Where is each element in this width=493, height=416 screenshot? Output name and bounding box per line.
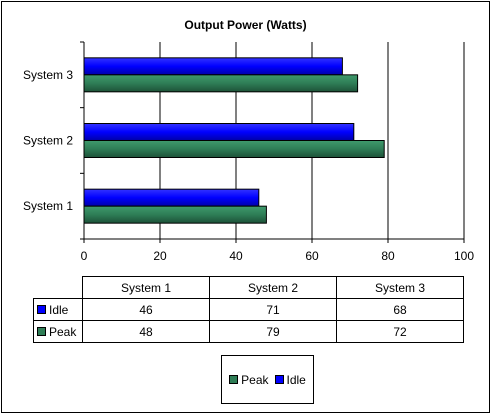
- table-header-row: System 1 System 2 System 3: [33, 276, 464, 299]
- bar-chart-plot: 0 20 40 60 80 100 System 1 System 2 System 3: [23, 41, 474, 263]
- table-cell: 46: [82, 298, 210, 321]
- table-header-cell: System 1: [82, 276, 210, 299]
- peak-swatch-icon: [37, 326, 46, 336]
- y-tick-label: System 2: [23, 134, 73, 148]
- bar-idle: [83, 188, 260, 207]
- x-tick-label: 40: [229, 249, 243, 263]
- table-row: Peak 48 79 72: [33, 320, 464, 343]
- x-tick-label: 20: [153, 249, 167, 263]
- table-cell: 71: [209, 298, 337, 321]
- table-cell: 72: [336, 320, 464, 343]
- data-table: System 1 System 2 System 3 Idle 46 71 68…: [33, 276, 464, 343]
- idle-swatch-icon: [274, 374, 284, 384]
- x-tick-label: 100: [454, 249, 474, 263]
- bar-idle: [83, 123, 355, 141]
- table-row-header: Peak: [33, 320, 83, 343]
- table-header-cell: System 3: [336, 276, 464, 299]
- chart-title: Output Power (Watts): [184, 18, 307, 32]
- series-name: Idle: [49, 302, 69, 317]
- legend-entry-idle: Idle: [274, 372, 306, 387]
- y-tick-label: System 3: [23, 68, 73, 82]
- table-row: Idle 46 71 68: [33, 298, 464, 321]
- chart-legend: Peak Idle: [221, 355, 314, 404]
- bar-peak: [83, 205, 267, 224]
- table-cell: 48: [82, 320, 210, 343]
- y-tick-label: System 1: [23, 199, 73, 213]
- legend-label: Peak: [241, 372, 269, 387]
- table-corner-cell: [33, 276, 83, 299]
- table-cell: 79: [209, 320, 337, 343]
- peak-swatch-icon: [229, 374, 239, 384]
- table-cell: 68: [336, 298, 464, 321]
- x-tick-label: 60: [305, 249, 319, 263]
- table-header-cell: System 2: [209, 276, 337, 299]
- idle-swatch-icon: [37, 304, 46, 314]
- x-tick-label: 0: [81, 249, 88, 263]
- x-tick-label: 80: [381, 249, 395, 263]
- table-row-header: Idle: [33, 298, 83, 321]
- series-name: Peak: [49, 324, 77, 339]
- legend-label: Idle: [286, 372, 306, 387]
- legend-entry-peak: Peak: [229, 372, 269, 387]
- bar-peak: [83, 140, 385, 158]
- bar-peak: [83, 74, 359, 93]
- bar-idle: [83, 57, 343, 76]
